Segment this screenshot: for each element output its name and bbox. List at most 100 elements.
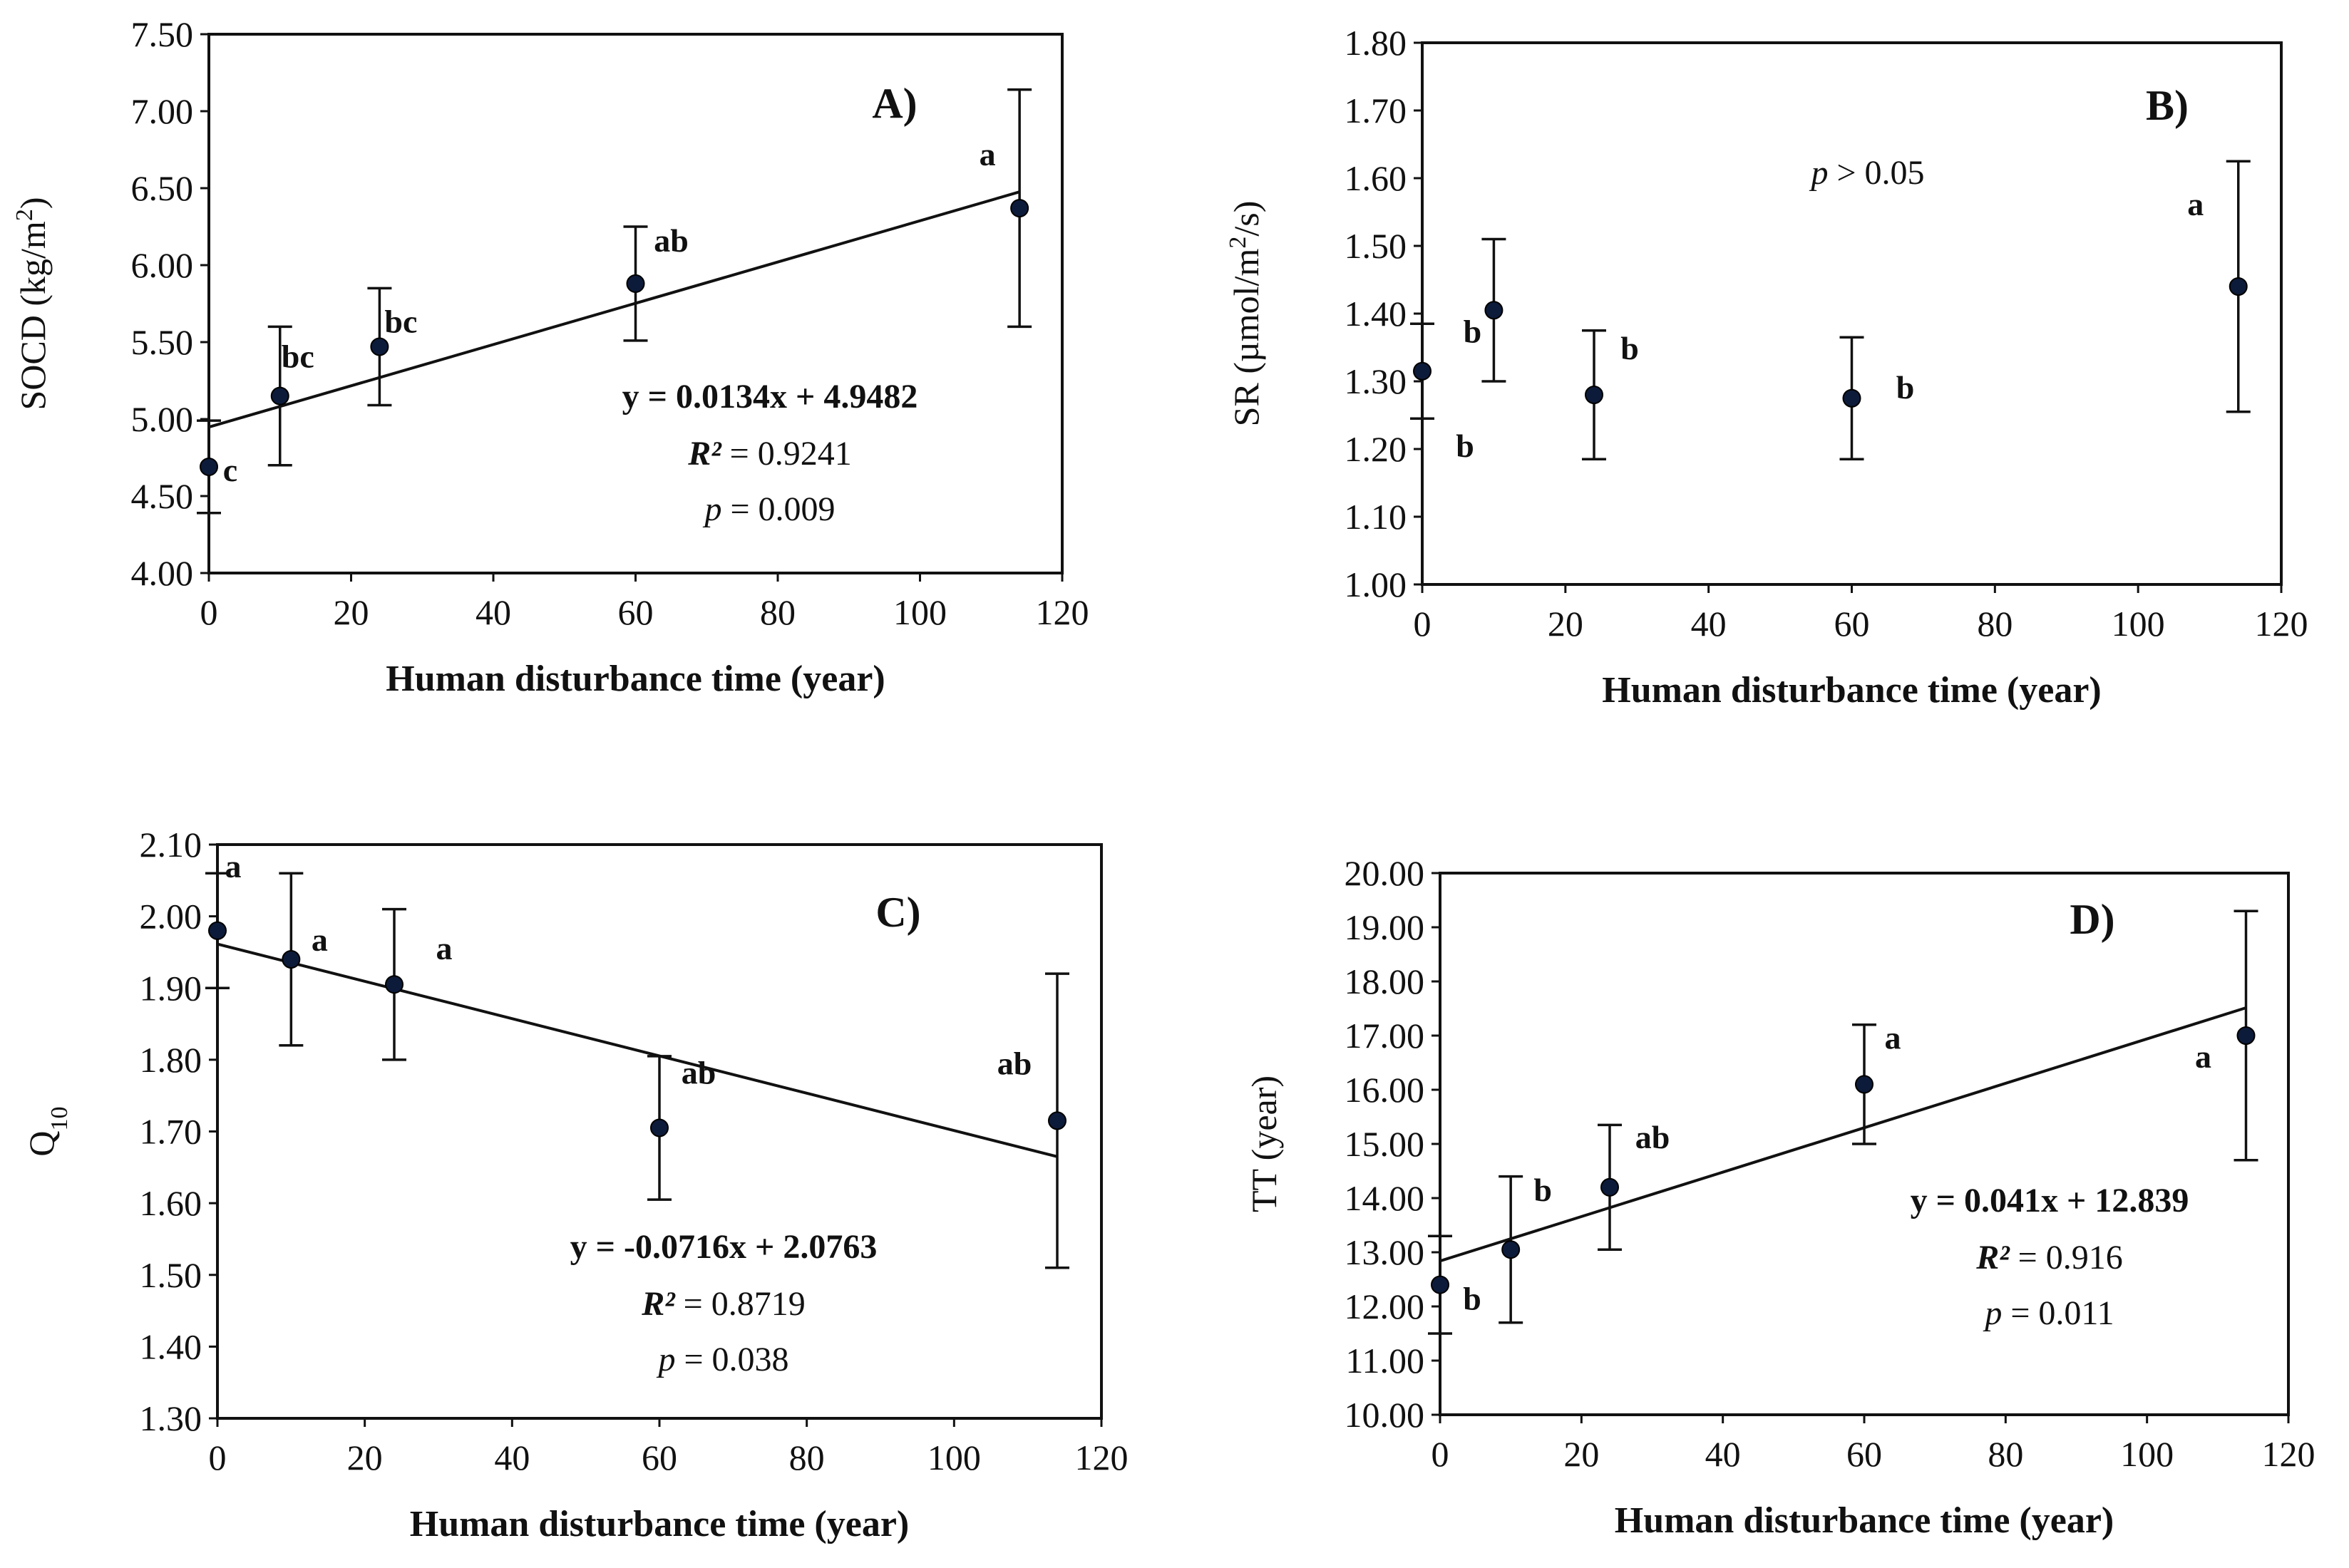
y-tick-label: 14.00 xyxy=(1345,1178,1425,1218)
data-point xyxy=(1585,386,1603,404)
x-tick-label: 60 xyxy=(642,1438,677,1477)
regression-equation: y = 0.041x + 12.839 xyxy=(1911,1182,2189,1219)
y-axis-label-end: ) xyxy=(13,197,53,210)
significance-letter: b xyxy=(1533,1172,1552,1208)
x-tick-label: 100 xyxy=(893,592,947,632)
x-tick-label: 0 xyxy=(1431,1434,1449,1474)
data-point xyxy=(1855,1075,1873,1094)
trend-line xyxy=(217,942,1058,1158)
y-tick-label: 18.00 xyxy=(1345,961,1425,1001)
data-point xyxy=(270,386,289,406)
y-tick-label: 1.80 xyxy=(140,1040,202,1080)
regression-equation: y = 0.0134x + 4.9482 xyxy=(622,378,918,416)
x-tick-label: 80 xyxy=(789,1438,825,1477)
p-value-text: = 0.011 xyxy=(2002,1294,2114,1332)
data-point xyxy=(1842,388,1861,408)
x-tick-label: 20 xyxy=(1563,1434,1599,1474)
y-tick-label: 7.50 xyxy=(131,14,194,54)
significance-letter: a xyxy=(436,930,453,966)
x-tick-label: 120 xyxy=(1036,592,1089,632)
y-axis-label-main: SR (µmol/m xyxy=(1226,249,1266,427)
y-tick-label: 1.90 xyxy=(140,968,202,1008)
y-axis-label-superscript: 2 xyxy=(11,209,38,221)
x-tick-label: 40 xyxy=(476,592,511,632)
data-point xyxy=(2229,277,2248,296)
data-point xyxy=(1484,301,1504,320)
y-axis-label: SOCD (kg/m2) xyxy=(11,197,53,411)
y-tick-label: 1.30 xyxy=(1345,361,1407,401)
y-axis-label: TT (year) xyxy=(1244,1076,1284,1212)
y-tick-label: 1.40 xyxy=(140,1326,202,1366)
y-tick-label: 12.00 xyxy=(1345,1286,1425,1326)
significance-letter: b xyxy=(1456,428,1474,464)
r-squared: R² = 0.8719 xyxy=(641,1285,805,1323)
significance-letter: a xyxy=(2195,1038,2211,1075)
x-tick-label: 60 xyxy=(618,592,654,632)
significance-letter: ab xyxy=(654,222,689,259)
y-tick-label: 1.80 xyxy=(1345,23,1407,63)
x-tick-label: 100 xyxy=(2120,1434,2174,1474)
r-squared-label: R² xyxy=(687,435,722,473)
data-point xyxy=(1431,1275,1449,1294)
y-tick-label: 7.00 xyxy=(131,91,194,131)
y-tick-label: 11.00 xyxy=(1345,1341,1424,1381)
significance-letter: ab xyxy=(682,1054,716,1090)
x-tick-label: 40 xyxy=(1705,1434,1741,1474)
data-point xyxy=(1413,361,1431,381)
data-point xyxy=(282,950,301,969)
r-squared-value: = 0.8719 xyxy=(675,1285,806,1323)
panel-label: B) xyxy=(2146,82,2189,129)
data-point xyxy=(1048,1111,1066,1130)
x-axis-label: Human disturbance time (year) xyxy=(1615,1500,2114,1541)
significance-letter: a xyxy=(225,848,242,884)
chart-panel-2: 1.00 1.10 1.20 1.30 1.40 1.50 1.60 1.70 1.80 0 20 4… xyxy=(1225,23,2308,711)
significance-letter: bc xyxy=(384,303,417,339)
y-axis-label: Q10 xyxy=(21,1106,73,1156)
y-tick-label: 1.00 xyxy=(1345,564,1407,604)
y-tick-label: 6.00 xyxy=(131,245,194,285)
y-tick-label: 19.00 xyxy=(1345,907,1425,947)
data-point xyxy=(385,975,404,994)
y-axis-label: SR (µmol/m2/s) xyxy=(1225,201,1267,427)
x-tick-label: 120 xyxy=(2262,1434,2315,1474)
x-tick-label: 120 xyxy=(1075,1438,1129,1477)
x-tick-label: 0 xyxy=(1414,604,1431,644)
y-tick-label: 10.00 xyxy=(1345,1395,1425,1435)
y-tick-label: 6.50 xyxy=(131,168,194,208)
y-axis-label-main: Q xyxy=(21,1130,61,1156)
trend-line xyxy=(1439,1006,2247,1263)
y-tick-label: 2.00 xyxy=(140,897,202,937)
chart-panel-4: 10.00 11.00 12.00 13.00 14.00 15.00 16.00 17.00… xyxy=(1244,853,2315,1541)
p-value-label: p xyxy=(656,1341,675,1378)
y-axis-label-main: SOCD (kg/m xyxy=(13,221,53,410)
y-tick-label: 20.00 xyxy=(1345,853,1425,893)
trend-line xyxy=(208,190,1020,429)
r-squared-label: R² xyxy=(641,1285,676,1323)
y-tick-label: 4.50 xyxy=(131,476,194,516)
p-value: p = 0.011 xyxy=(1983,1294,2114,1332)
chart-panel-3: 1.30 1.40 1.50 1.60 1.70 1.80 1.90 2.00 2.10 0 20 4… xyxy=(21,825,1129,1544)
y-tick-label: 2.10 xyxy=(140,825,202,865)
p-value: p = 0.038 xyxy=(656,1341,788,1378)
data-point xyxy=(1600,1177,1619,1197)
p-value-text: > 0.05 xyxy=(1828,154,1924,192)
y-tick-label: 1.70 xyxy=(140,1112,202,1152)
data-point xyxy=(2236,1026,2256,1045)
x-tick-label: 80 xyxy=(1977,604,2013,644)
x-tick-label: 60 xyxy=(1846,1434,1882,1474)
y-tick-label: 1.60 xyxy=(1345,158,1407,198)
x-tick-label: 80 xyxy=(1988,1434,2023,1474)
y-tick-label: 1.50 xyxy=(1345,226,1407,266)
y-tick-label: 1.60 xyxy=(140,1183,202,1223)
significance-letter: b xyxy=(1463,1281,1481,1317)
data-point xyxy=(370,337,389,356)
significance-letter: a xyxy=(312,922,328,958)
r-squared-value: = 0.9241 xyxy=(721,435,852,473)
r-squared-value: = 0.916 xyxy=(2010,1239,2123,1276)
significance-letter: bc xyxy=(282,339,314,375)
chart-panel-1: 4.00 4.50 5.00 5.50 6.00 6.50 7.00 7.50 0 20 40 60 8… xyxy=(11,14,1089,699)
x-tick-label: 0 xyxy=(209,1438,227,1477)
y-tick-label: 5.50 xyxy=(131,322,194,362)
significance-letter: a xyxy=(1885,1019,1901,1056)
significance-letter: b xyxy=(1620,330,1639,366)
